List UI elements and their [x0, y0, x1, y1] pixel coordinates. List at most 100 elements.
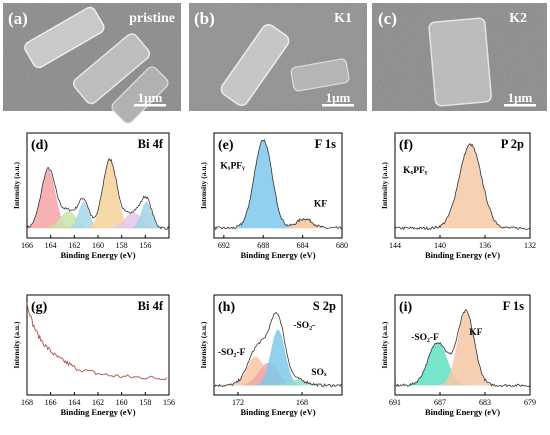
sample-label-k2: K2 — [509, 11, 527, 26]
sem-rod — [220, 23, 290, 107]
sem-panel-c: (c) K2 1μm — [372, 3, 547, 111]
peak-1 — [395, 342, 530, 386]
spectrum-line — [26, 157, 170, 230]
peak-6 — [27, 201, 169, 229]
plot-frame — [213, 132, 343, 239]
x-tick-label: 140 — [434, 241, 446, 250]
x-tick-label: 684 — [297, 241, 309, 250]
spectrum-line — [394, 309, 531, 388]
x-axis-label: Binding Energy (eV) — [425, 250, 500, 260]
x-axis-label: Binding Energy (eV) — [425, 407, 500, 417]
x-tick-label: 166 — [21, 241, 33, 250]
x-tick-label: 158 — [116, 241, 128, 250]
y-axis-label: Intensity (a.u.) — [199, 321, 208, 368]
x-tick-label: 156 — [163, 398, 175, 407]
x-tick-label: 164 — [68, 398, 80, 407]
scalebar-label-a: 1μm — [138, 90, 163, 105]
x-axis-label: Binding Energy (eV) — [60, 407, 135, 417]
x-tick-label: 172 — [232, 398, 244, 407]
x-axis-label: Binding Energy (eV) — [240, 407, 315, 417]
plot-frame — [213, 294, 343, 396]
x-tick-label: 168 — [21, 398, 33, 407]
y-axis-label: Intensity (a.u.) — [12, 162, 21, 209]
sem-rod — [290, 58, 350, 92]
panel-title: Bi 4f — [138, 137, 164, 151]
x-tick-label: 680 — [336, 241, 348, 250]
sample-label-k1: K1 — [334, 11, 352, 26]
panel-title: Bi 4f — [138, 299, 164, 313]
panel-label: (e) — [218, 138, 234, 153]
peak-annotation: KₓPFᵧ — [403, 166, 428, 176]
chart-4: 168 166 164 162 160 158 156 Binding Energy (eV)… — [12, 294, 175, 417]
x-tick-label: 162 — [92, 398, 104, 407]
chart-1: 166 164 162 160 158 156 Binding Energy (eV) Int… — [12, 132, 170, 260]
x-tick-label: 164 — [45, 241, 57, 250]
peak-1 — [214, 356, 342, 386]
panel-title: F 1s — [315, 137, 337, 151]
panel-title: F 1s — [503, 299, 525, 313]
peak-4 — [27, 159, 169, 229]
x-tick-label: 687 — [434, 398, 446, 407]
panel-label: (g) — [31, 300, 48, 315]
x-tick-label: 679 — [524, 398, 536, 407]
xps-charts: 166 164 162 160 158 156 Binding Energy (eV) Int… — [12, 132, 536, 417]
x-tick-label: 162 — [68, 241, 80, 250]
y-axis-label: Intensity (a.u.) — [12, 321, 21, 368]
peak-annotation: SOₓ — [311, 368, 327, 378]
peak-3 — [214, 329, 342, 386]
x-tick-label: 158 — [139, 398, 151, 407]
y-axis-label: Intensity (a.u.) — [380, 162, 389, 209]
peak-1 — [214, 139, 342, 229]
panel-label: (f) — [399, 138, 413, 153]
peak-1 — [395, 144, 530, 229]
scalebar-b — [322, 104, 354, 107]
panel-label-a: (a) — [8, 9, 28, 28]
x-tick-label: 168 — [296, 398, 308, 407]
sem-panel-b: (b) K1 1μm — [189, 3, 367, 111]
sem-rod — [72, 33, 151, 105]
x-tick-label: 683 — [479, 398, 491, 407]
y-axis-label: Intensity (a.u.) — [199, 162, 208, 209]
x-axis-label: Binding Energy (eV) — [60, 250, 135, 260]
peak-5 — [27, 212, 169, 229]
panel-label-b: (b) — [194, 9, 215, 28]
peak-4 — [214, 380, 342, 386]
x-tick-label: 132 — [524, 241, 536, 250]
scalebar-label-b: 1μm — [326, 90, 351, 105]
y-axis-label: Intensity (a.u.) — [380, 321, 389, 368]
sem-panel-a: (a) pristine 1μm — [3, 3, 181, 124]
peak-annotation: -SO₂- — [293, 321, 315, 331]
peak-annotation: KₓPFᵧ — [220, 162, 245, 172]
peak-1 — [27, 169, 169, 229]
x-tick-label: 156 — [139, 241, 151, 250]
x-axis-label: Binding Energy (eV) — [240, 250, 315, 260]
sem-rod — [24, 6, 105, 69]
spectrum-line — [394, 143, 531, 231]
spectrum-line — [213, 311, 343, 388]
x-tick-label: 160 — [116, 398, 128, 407]
panel-title: S 2p — [313, 299, 336, 313]
panel-label: (i) — [399, 300, 413, 315]
scalebar-c — [504, 104, 536, 107]
peak-annotation: -SO₂-F — [411, 333, 439, 343]
x-tick-label: 692 — [218, 241, 230, 250]
plot-frame — [394, 132, 531, 239]
x-tick-label: 160 — [92, 241, 104, 250]
sem-rod — [428, 17, 492, 107]
chart-6: 691 687 683 679 Binding Energy (eV) Intensity… — [380, 294, 536, 417]
peak-annotation: KF — [469, 328, 482, 338]
peak-annotation: KF — [314, 200, 327, 210]
x-tick-label: 691 — [389, 398, 401, 407]
peak-annotation: -SO₂-F — [218, 348, 246, 358]
peak-2 — [395, 311, 530, 386]
series-line-1 — [26, 302, 168, 381]
x-tick-label: 688 — [257, 241, 269, 250]
panel-label: (h) — [218, 300, 235, 315]
scalebar-a — [134, 104, 166, 107]
panel-label: (d) — [31, 138, 48, 153]
panel-label-c: (c) — [378, 9, 397, 28]
peak-2 — [214, 218, 342, 229]
